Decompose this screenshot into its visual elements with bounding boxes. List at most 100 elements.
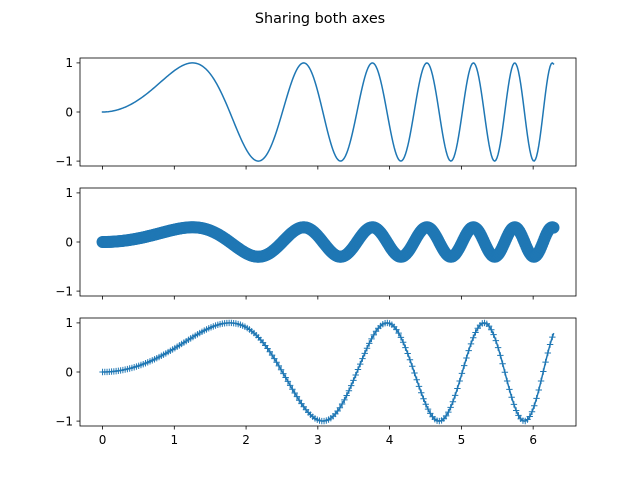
- plus-marker: [289, 386, 296, 393]
- plus-marker: [357, 360, 364, 368]
- plus-marker: [418, 389, 425, 396]
- plus-marker: [393, 326, 400, 333]
- plus-marker: [549, 333, 556, 341]
- plus-marker: [345, 387, 353, 394]
- plus-marker: [352, 371, 359, 379]
- plus-marker: [271, 355, 278, 362]
- y-tick-label: 0: [65, 365, 73, 379]
- plus-marker: [286, 382, 294, 389]
- figure-suptitle: Sharing both axes: [255, 11, 385, 27]
- plus-marker: [535, 386, 542, 394]
- y-tick-label: 1: [65, 56, 73, 70]
- plus-marker: [280, 370, 287, 377]
- plus-marker: [540, 368, 547, 375]
- plus-marker: [494, 344, 502, 351]
- plus-marker: [510, 401, 518, 408]
- plus-marker: [295, 397, 303, 404]
- x-tick-label: 4: [386, 433, 394, 447]
- plus-marker: [273, 359, 280, 366]
- plus-marker: [467, 340, 475, 348]
- subplot-1-plot-area: [101, 62, 555, 162]
- plus-marker: [531, 402, 538, 409]
- plus-marker: [447, 404, 454, 411]
- plus-marker: [268, 351, 276, 359]
- plus-marker: [506, 386, 513, 393]
- plus-marker: [427, 410, 434, 417]
- plus-marker: [341, 396, 348, 404]
- series-line-1: [101, 62, 555, 162]
- plus-marker: [404, 350, 411, 357]
- y-tick-label: 0: [65, 235, 73, 249]
- plus-marker: [282, 374, 289, 381]
- plus-marker: [537, 377, 545, 385]
- plus-marker: [338, 400, 346, 408]
- plus-marker: [359, 355, 366, 362]
- plus-marker: [503, 377, 511, 385]
- y-tick-label: −1: [55, 154, 73, 168]
- plus-marker: [472, 329, 479, 336]
- plus-marker: [460, 362, 468, 369]
- plus-marker: [544, 349, 552, 357]
- y-tick-label: 0: [65, 105, 73, 119]
- plus-marker: [343, 392, 350, 399]
- plus-marker: [413, 376, 420, 383]
- y-tick-label: 1: [65, 186, 73, 200]
- plus-marker: [451, 392, 459, 399]
- plus-marker: [528, 408, 536, 415]
- plus-marker: [366, 340, 373, 347]
- x-tick-label: 0: [99, 433, 107, 447]
- y-tick-label: −1: [55, 284, 73, 298]
- plus-marker: [454, 385, 461, 392]
- plus-marker: [293, 393, 301, 400]
- plus-marker: [501, 369, 509, 376]
- x-tick-label: 3: [314, 433, 322, 447]
- y-tick-label: −1: [55, 414, 73, 428]
- plus-marker: [449, 398, 457, 405]
- plus-marker: [456, 377, 463, 385]
- plus-marker: [361, 350, 368, 357]
- plus-marker: [488, 326, 495, 333]
- y-tick-label: 1: [65, 316, 73, 330]
- plus-marker: [411, 369, 418, 377]
- plus-marker: [465, 347, 472, 354]
- plus-marker: [406, 356, 414, 363]
- x-tick-label: 6: [529, 433, 537, 447]
- plus-marker: [350, 377, 357, 384]
- plus-marker: [266, 348, 273, 355]
- plus-marker: [492, 337, 500, 344]
- plus-marker: [490, 331, 497, 338]
- x-tick-label: 2: [242, 433, 250, 447]
- subplot-2: −1 0 1: [55, 186, 577, 300]
- plus-marker: [334, 407, 341, 415]
- plus-marker: [420, 395, 427, 402]
- plus-marker: [463, 354, 470, 362]
- subplot-3: −1 0 1 0 1 2 3 4 5 6: [55, 316, 577, 447]
- subplot-1: −1 0 1: [55, 56, 577, 170]
- plus-marker: [402, 344, 409, 351]
- plus-marker: [546, 341, 554, 348]
- plus-marker: [470, 334, 477, 341]
- plus-marker: [533, 395, 540, 402]
- plus-marker: [458, 370, 466, 377]
- plus-marker: [363, 345, 371, 352]
- plus-marker: [368, 335, 375, 343]
- plus-marker: [370, 331, 377, 339]
- plus-marker: [499, 360, 506, 367]
- subplot-2-plot-area: [96, 221, 560, 263]
- plus-marker: [422, 401, 429, 408]
- plus-marker: [485, 322, 493, 330]
- plus-marker: [526, 413, 533, 420]
- plus-marker: [347, 382, 355, 389]
- plus-marker: [512, 407, 520, 414]
- plus-marker: [291, 389, 298, 397]
- plus-marker: [284, 378, 292, 385]
- plus-marker: [399, 339, 407, 346]
- plus-marker: [415, 383, 423, 390]
- plus-marker: [395, 329, 402, 337]
- plus-marker: [275, 362, 283, 370]
- plus-marker: [508, 394, 515, 401]
- x-tick-label: 1: [170, 433, 178, 447]
- subplots-container: −1 0 1 −1 0 1 −1 0 1 0 1 2 3 4 5 6: [55, 56, 577, 447]
- plus-marker: [424, 405, 432, 413]
